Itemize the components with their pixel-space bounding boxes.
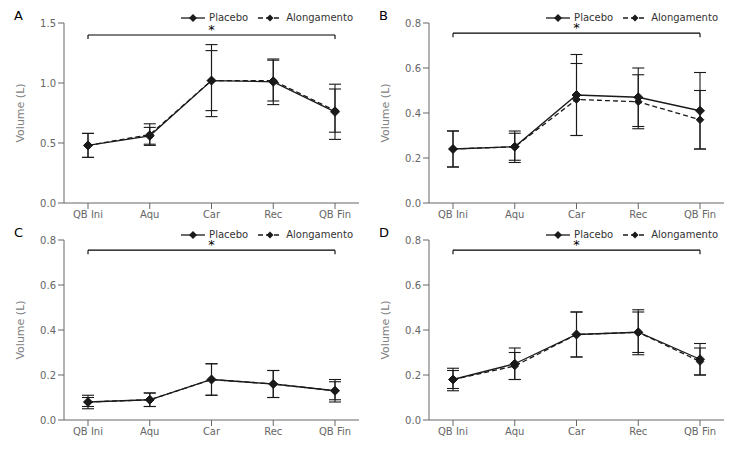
- svg-text:Aqu: Aqu: [140, 426, 159, 437]
- html-text:Placebo: Placebo: [209, 229, 249, 240]
- html-text:D: D: [379, 225, 389, 240]
- svg-text:0.6: 0.6: [405, 280, 421, 291]
- svg-text:Rec: Rec: [629, 209, 647, 220]
- svg-text:Aqu: Aqu: [140, 209, 159, 220]
- svg-text:Volume (L): Volume (L): [14, 83, 27, 142]
- svg-text:QB Fin: QB Fin: [684, 209, 716, 220]
- html-text:B: B: [379, 8, 388, 23]
- svg-text:0.8: 0.8: [405, 18, 421, 29]
- svg-text:Rec: Rec: [264, 209, 282, 220]
- svg-text:0.5: 0.5: [40, 138, 56, 149]
- svg-text:0.0: 0.0: [405, 198, 421, 209]
- html-text:Placebo: Placebo: [574, 229, 614, 240]
- svg-text:QB Ini: QB Ini: [438, 426, 468, 437]
- svg-text:Car: Car: [568, 209, 586, 220]
- svg-text:0.8: 0.8: [405, 235, 421, 246]
- svg-text:0.2: 0.2: [405, 153, 421, 164]
- svg-text:Volume (L): Volume (L): [379, 300, 392, 359]
- svg-text:QB Fin: QB Fin: [684, 426, 716, 437]
- svg-text:QB Ini: QB Ini: [73, 209, 103, 220]
- html-text:Placebo: Placebo: [209, 12, 249, 23]
- svg-text:Volume (L): Volume (L): [14, 300, 27, 359]
- svg-text:Aqu: Aqu: [505, 426, 524, 437]
- svg-text:*: *: [573, 20, 580, 35]
- svg-text:Rec: Rec: [629, 426, 647, 437]
- svg-text:Rec: Rec: [264, 426, 282, 437]
- svg-text:*: *: [208, 22, 215, 37]
- svg-text:QB Fin: QB Fin: [319, 426, 351, 437]
- svg-text:0.2: 0.2: [405, 370, 421, 381]
- svg-text:Volume (L): Volume (L): [379, 83, 392, 142]
- svg-text:0.0: 0.0: [40, 415, 56, 426]
- svg-text:QB Fin: QB Fin: [319, 209, 351, 220]
- svg-text:0.0: 0.0: [405, 415, 421, 426]
- svg-text:Car: Car: [203, 209, 221, 220]
- svg-text:0.4: 0.4: [40, 325, 56, 336]
- svg-text:0.0: 0.0: [40, 198, 56, 209]
- svg-text:Aqu: Aqu: [505, 209, 524, 220]
- svg-text:0.4: 0.4: [405, 325, 421, 336]
- html-text:Alongamento: Alongamento: [651, 229, 718, 240]
- html-text:Alongamento: Alongamento: [286, 12, 353, 23]
- svg-text:0.8: 0.8: [40, 235, 56, 246]
- svg-text:*: *: [208, 237, 215, 252]
- svg-text:0.6: 0.6: [405, 63, 421, 74]
- svg-text:QB Ini: QB Ini: [73, 426, 103, 437]
- svg-text:1.5: 1.5: [40, 18, 56, 29]
- svg-text:0.6: 0.6: [40, 280, 56, 291]
- svg-text:Car: Car: [568, 426, 586, 437]
- svg-text:*: *: [573, 237, 580, 252]
- html-text:Alongamento: Alongamento: [286, 229, 353, 240]
- html-text:C: C: [14, 225, 24, 240]
- svg-text:0.4: 0.4: [405, 108, 421, 119]
- html-text:Placebo: Placebo: [574, 12, 614, 23]
- html-text:A: A: [14, 8, 23, 23]
- svg-text:QB Ini: QB Ini: [438, 209, 468, 220]
- svg-text:1.0: 1.0: [40, 78, 56, 89]
- svg-text:Car: Car: [203, 426, 221, 437]
- svg-text:0.2: 0.2: [40, 370, 56, 381]
- html-text:Alongamento: Alongamento: [651, 12, 718, 23]
